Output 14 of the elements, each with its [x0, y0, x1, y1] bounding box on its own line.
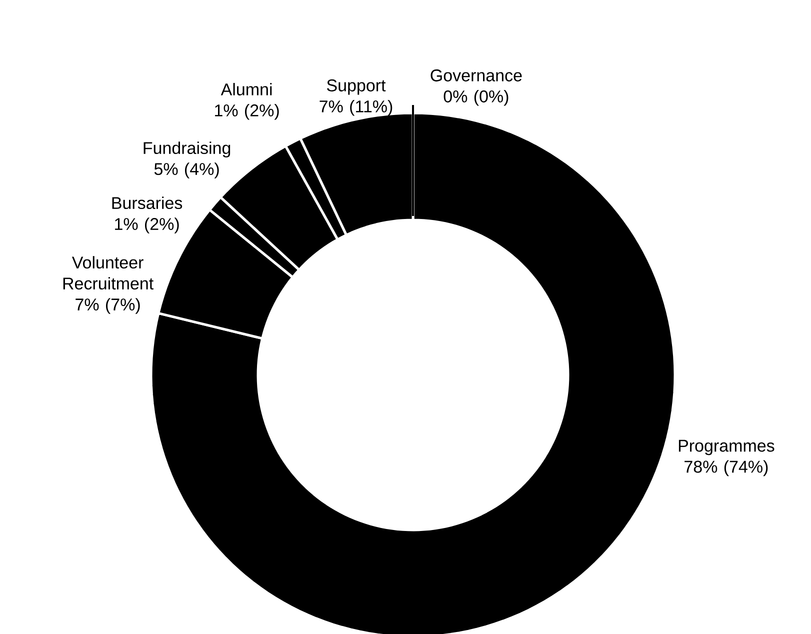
- data-label: 1% (2%): [215, 104, 279, 120]
- category-label: Governance: [430, 69, 522, 82]
- data-label: 7% (7%): [76, 298, 140, 314]
- data-label: 78% (74%): [684, 460, 768, 476]
- data-label: 7% (11%): [320, 100, 392, 116]
- slice-label: Bursaries: [112, 196, 182, 210]
- slice-label: Fundraising: [144, 142, 230, 158]
- slice-label: Alumni: [220, 82, 272, 96]
- data-label: 5% (4%): [154, 162, 219, 178]
- text: 0% (0%): [444, 90, 508, 106]
- data-label: 1% (2%): [115, 218, 179, 234]
- slice-label: Volunteer Recruitment: [63, 256, 154, 290]
- slice-label: Programmes: [678, 440, 774, 456]
- slice-label: Support: [327, 79, 386, 95]
